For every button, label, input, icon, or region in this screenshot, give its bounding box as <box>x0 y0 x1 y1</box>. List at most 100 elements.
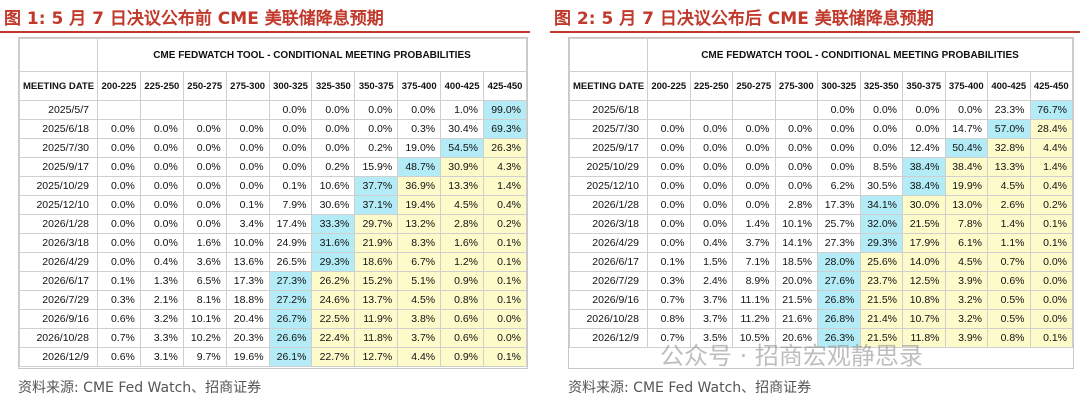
probability-cell: 10.2% <box>182 328 227 348</box>
probability-cell: 19.0% <box>397 138 442 158</box>
probability-cell: 10.1% <box>774 214 818 234</box>
probability-cell: 0.0% <box>689 119 733 139</box>
column-header-rate: 250-275 <box>732 71 776 101</box>
probability-cell: 1.4% <box>1029 157 1073 177</box>
probability-cell: 0.0% <box>97 119 141 139</box>
figure-2-table-frame: CME FEDWATCH TOOL - CONDITIONAL MEETING … <box>568 37 1074 369</box>
probability-cell: 0.0% <box>1029 309 1073 329</box>
meeting-date-cell: 2026/4/29 <box>19 252 98 272</box>
table-row: 2026/6/17 0.1% 1.5% 7.1% 18.5% 28.0% 25.6% 14.0… <box>569 252 1073 272</box>
probability-cell: 20.4% <box>225 309 270 329</box>
probability-cell: 21.6% <box>774 309 818 329</box>
table-row: 2026/3/18 0.0% 0.0% 1.4% 10.1% 25.7% 32.0% 21.5… <box>569 214 1073 234</box>
probability-cell: 11.8% <box>902 328 946 348</box>
probability-cell: 0.0% <box>268 119 313 139</box>
probability-cell: 2.1% <box>139 290 184 310</box>
table-title-row: CME FEDWATCH TOOL - CONDITIONAL MEETING … <box>19 38 527 72</box>
probability-cell: 21.5% <box>902 214 946 234</box>
probability-cell: 0.0% <box>732 195 776 215</box>
probability-cell: 31.6% <box>311 233 356 253</box>
probability-cell: 0.0% <box>268 157 313 177</box>
table-row: 2026/4/29 0.0% 0.4% 3.7% 14.1% 27.3% 29.3% 17.9… <box>569 233 1073 253</box>
probability-cell: 4.5% <box>944 252 988 272</box>
probability-cell: 25.7% <box>817 214 861 234</box>
meeting-date-cell: 2025/9/17 <box>19 157 98 177</box>
probability-cell: 24.6% <box>311 290 356 310</box>
probability-cell: 0.0% <box>225 176 270 196</box>
column-header-rate: 200-225 <box>647 71 691 101</box>
probability-cell: 0.1% <box>483 252 527 272</box>
probability-cell: 17.3% <box>225 271 270 291</box>
column-header-rate: 325-350 <box>311 71 356 101</box>
column-header-rate: 425-450 <box>483 71 527 101</box>
probability-cell: 13.2% <box>397 214 442 234</box>
probability-cell: 7.1% <box>732 252 776 272</box>
probability-cell: 26.5% <box>268 252 313 272</box>
probability-cell: 28.4% <box>1029 119 1073 139</box>
figure-2-title: 图 2: 5 月 7 日决议公布后 CME 美联储降息预期 <box>554 9 934 29</box>
probability-cell: 0.0% <box>97 214 141 234</box>
meeting-date-cell: 2026/3/18 <box>569 214 648 234</box>
probability-cell: 22.7% <box>311 347 356 367</box>
probability-cell: 54.5% <box>440 138 485 158</box>
probability-cell: 21.5% <box>859 328 903 348</box>
table-row: 2026/9/16 0.7% 3.7% 11.1% 21.5% 26.8% 21.5% 10.… <box>569 290 1073 310</box>
column-header-rate: 350-375 <box>354 71 399 101</box>
probability-cell: 0.7% <box>97 328 141 348</box>
probability-cell: 2.6% <box>987 195 1031 215</box>
probability-cell: 26.7% <box>268 309 313 329</box>
probability-cell: 26.8% <box>817 290 861 310</box>
probability-cell: 0.0% <box>268 138 313 158</box>
table-row: 2026/10/28 0.8% 3.7% 11.2% 21.6% 26.8% 21.4% 10… <box>569 309 1073 329</box>
probability-cell: 0.0% <box>97 233 141 253</box>
table-title: CME FEDWATCH TOOL - CONDITIONAL MEETING … <box>647 38 1073 72</box>
probability-cell: 38.4% <box>902 157 946 177</box>
probability-cell: 0.2% <box>483 214 527 234</box>
probability-cell: 0.1% <box>483 233 527 253</box>
meeting-date-cell: 2025/12/10 <box>19 195 98 215</box>
probability-cell: 0.0% <box>354 119 399 139</box>
probability-cell: 11.2% <box>732 309 776 329</box>
probability-cell: 0.0% <box>647 233 691 253</box>
table-row: 2025/6/18 0.0% 0.0% 0.0% 0.0% 0.0% 0.0% 0.0% 0.3… <box>19 119 527 139</box>
probability-cell: 0.0% <box>182 195 227 215</box>
probability-cell: 50.4% <box>944 138 988 158</box>
probability-cell: 32.8% <box>987 138 1031 158</box>
table-corner-cell <box>19 38 98 72</box>
probability-cell: 0.0% <box>689 157 733 177</box>
probability-cell: 3.6% <box>182 252 227 272</box>
figure-2-title-rule <box>550 31 1080 33</box>
table-row: 2025/6/18 0.0% 0.0% 0.0% 0.0% 23.3% 76.7% <box>569 100 1073 120</box>
meeting-date-cell: 2026/1/28 <box>19 214 98 234</box>
table-row: 2026/7/29 0.3% 2.1% 8.1% 18.8% 27.2% 24.6% 13.7… <box>19 290 527 310</box>
probability-cell <box>774 100 818 120</box>
probability-cell: 0.0% <box>311 100 356 120</box>
probability-cell: 0.8% <box>987 328 1031 348</box>
meeting-date-cell: 2026/6/17 <box>19 271 98 291</box>
column-header-rate: 200-225 <box>97 71 141 101</box>
probability-cell: 34.1% <box>859 195 903 215</box>
probability-cell: 15.2% <box>354 271 399 291</box>
probability-cell: 11.9% <box>354 309 399 329</box>
probability-cell: 76.7% <box>1029 100 1073 120</box>
probability-cell: 12.5% <box>902 271 946 291</box>
probability-cell: 0.0% <box>397 100 442 120</box>
probability-cell: 21.5% <box>859 290 903 310</box>
probability-cell: 1.2% <box>440 252 485 272</box>
probability-cell: 10.6% <box>311 176 356 196</box>
table-header-row: MEETING DATE 200-225 225-250 250-275 275-300… <box>569 71 1073 101</box>
probability-cell: 20.0% <box>774 271 818 291</box>
probability-cell: 11.1% <box>732 290 776 310</box>
probability-cell: 14.1% <box>774 233 818 253</box>
meeting-date-cell: 2026/10/28 <box>569 309 648 329</box>
probability-cell: 0.1% <box>268 176 313 196</box>
probability-cell: 0.0% <box>689 176 733 196</box>
column-header-rate: 425-450 <box>1029 71 1073 101</box>
table-row: 2025/9/17 0.0% 0.0% 0.0% 0.0% 0.0% 0.2% 15.9% 48… <box>19 157 527 177</box>
table-row: 2026/1/28 0.0% 0.0% 0.0% 3.4% 17.4% 33.3% 29.7%… <box>19 214 527 234</box>
probability-cell: 0.0% <box>182 176 227 196</box>
probability-cell: 29.3% <box>859 233 903 253</box>
probability-cell: 4.4% <box>397 347 442 367</box>
probability-cell: 13.0% <box>944 195 988 215</box>
probability-cell: 0.4% <box>139 252 184 272</box>
